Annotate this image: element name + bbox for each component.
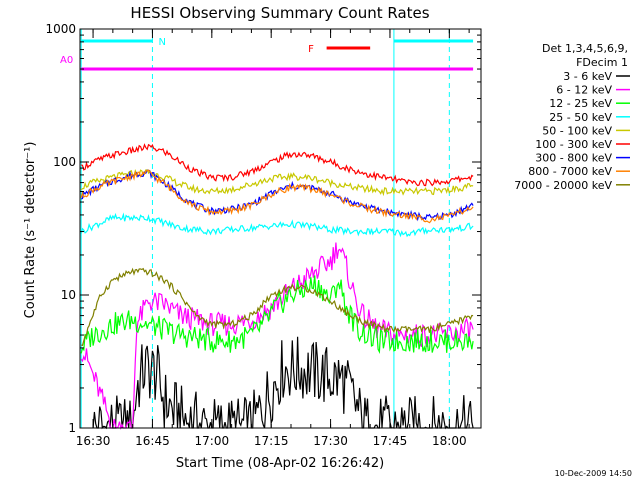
x-axis-label: Start Time (08-Apr-02 16:26:42) <box>176 456 384 471</box>
x-tick-label: 17:00 <box>195 434 230 448</box>
flag-label-F: F <box>308 44 314 55</box>
y-tick-label: 10 <box>61 288 76 302</box>
series-line-5 <box>80 169 474 197</box>
legend-label-7: 300 - 800 keV <box>535 152 612 165</box>
footer-timestamp: 10-Dec-2009 14:50 <box>555 469 632 478</box>
attenuator-label: A0 <box>60 55 73 66</box>
x-tick-label: 17:15 <box>254 434 289 448</box>
series-line-4 <box>80 212 474 238</box>
chart-title: HESSI Observing Summary Count Rates <box>130 4 429 22</box>
y-tick-label: 1000 <box>45 22 76 36</box>
y-axis-label: Count Rate (s⁻¹ detector⁻¹) <box>23 142 38 319</box>
x-tick-label: 17:45 <box>373 434 408 448</box>
series-line-8 <box>80 169 474 224</box>
x-tick-label: 17:30 <box>313 434 348 448</box>
series-line-9 <box>81 267 474 347</box>
legend-label-1: 3 - 6 keV <box>563 70 612 83</box>
legend-label-3: 12 - 25 keV <box>549 97 612 110</box>
plot-frame <box>79 28 482 429</box>
y-tick-label: 1 <box>68 421 76 435</box>
flag-label-N: N <box>158 37 165 48</box>
legend-label-9: 7000 - 20000 keV <box>514 179 612 192</box>
plot-area: A0 N F <box>60 29 474 431</box>
x-tick-label: 16:30 <box>76 434 111 448</box>
legend-title-line-2: FDecim 1 <box>576 56 628 69</box>
series-line-6 <box>81 143 474 187</box>
legend-label-2: 6 - 12 keV <box>556 84 612 97</box>
y-tick-label: 100 <box>53 155 76 169</box>
legend-label-4: 25 - 50 keV <box>549 111 612 124</box>
legend-label-6: 100 - 300 keV <box>535 138 612 151</box>
legend-label-8: 800 - 7000 keV <box>528 165 612 178</box>
legend-title-line-1: Det 1,3,4,5,6,9, <box>542 42 628 55</box>
y-axis: 1 10 100 1000 <box>45 22 481 435</box>
x-axis: 16:30 16:45 17:00 17:15 17:30 17:45 18:00 <box>76 29 470 448</box>
series-line-3 <box>80 275 474 355</box>
x-tick-label: 16:45 <box>135 434 170 448</box>
legend-label-5: 50 - 100 keV <box>542 124 612 137</box>
x-tick-label: 18:00 <box>432 434 467 448</box>
series-line-1 <box>92 336 474 430</box>
